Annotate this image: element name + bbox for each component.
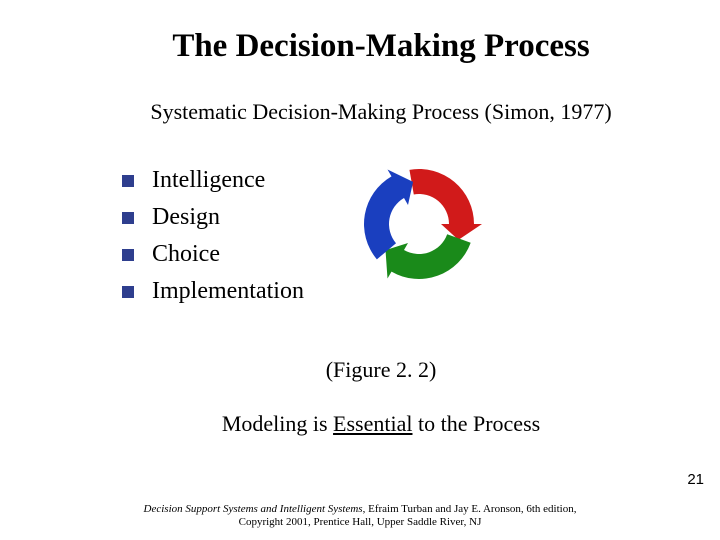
bottom-line: Modeling is Essential to the Process [74,411,688,437]
slide-subtitle: Systematic Decision-Making Process (Simo… [74,99,688,125]
list-item: Implementation [122,278,304,305]
bullet-square-icon [122,212,134,224]
circular-arrows-icon [354,159,484,294]
list-item: Intelligence [122,167,304,194]
bullet-square-icon [122,249,134,261]
slide-title: The Decision-Making Process [74,28,688,65]
footer-citation: Decision Support Systems and Intelligent… [0,503,720,531]
bottom-line-underlined: Essential [333,411,412,436]
footer-authors: , Efraim Turban and Jay E. Aronson, 6th … [363,503,577,515]
footer-book-title: Decision Support Systems and Intelligent… [144,503,363,515]
sidebar-color-blocks [0,0,44,540]
bullet-text: Design [152,204,220,231]
figure-caption: (Figure 2. 2) [74,357,688,383]
slide-content: The Decision-Making Process Systematic D… [44,0,720,540]
sidebar-block [0,120,44,180]
bottom-line-prefix: Modeling is [222,411,333,436]
list-item: Design [122,204,304,231]
sidebar-block [0,240,44,300]
body-row: Intelligence Design Choice Implementatio… [104,167,688,315]
list-item: Choice [122,241,304,268]
bullet-text: Choice [152,241,220,268]
sidebar-block [0,420,44,480]
sidebar-block [0,60,44,120]
bullet-square-icon [122,175,134,187]
sidebar-block [0,360,44,420]
footer-copyright: Copyright 2001, Prentice Hall, Upper Sad… [239,516,482,528]
bullet-text: Implementation [152,278,304,305]
page-number: 21 [687,471,704,488]
bullet-square-icon [122,286,134,298]
sidebar-block [0,0,44,60]
sidebar-block [0,300,44,360]
sidebar-block [0,180,44,240]
bullet-list: Intelligence Design Choice Implementatio… [104,167,304,315]
bottom-line-suffix: to the Process [412,411,540,436]
bullet-text: Intelligence [152,167,265,194]
